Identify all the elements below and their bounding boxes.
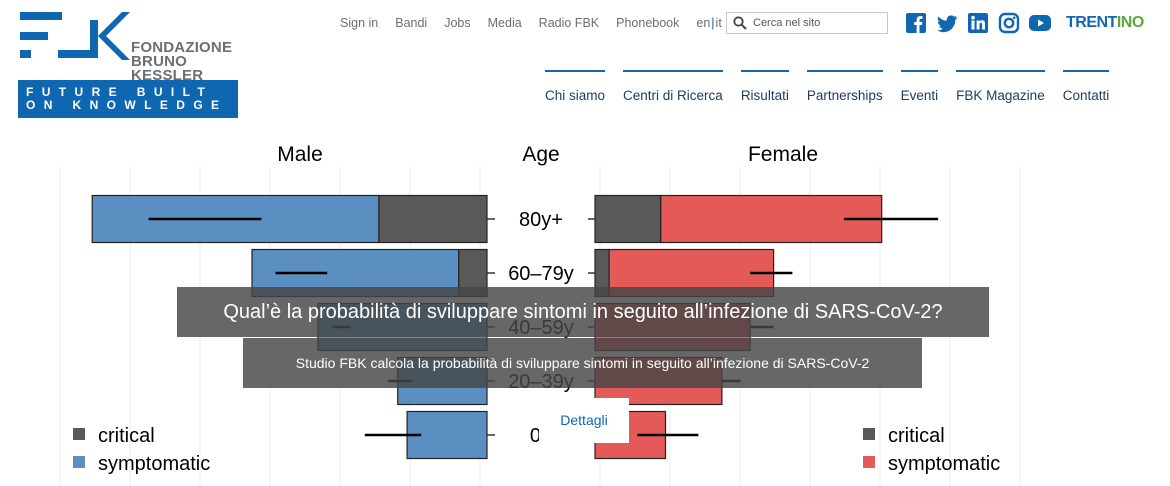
util-link-sign-in[interactable]: Sign in	[340, 16, 379, 30]
utility-nav: Sign in Bandi Jobs Media Radio FBK Phone…	[340, 14, 734, 32]
legend-female-symptomatic-swatch	[863, 456, 875, 468]
youtube-icon[interactable]	[1029, 12, 1051, 34]
lang-separator: |	[711, 16, 715, 30]
util-link-radio-fbk[interactable]: Radio FBK	[538, 16, 600, 30]
bar-male-critical	[378, 194, 488, 244]
util-link-bandi[interactable]: Bandi	[395, 16, 428, 30]
lang-it[interactable]: it	[715, 16, 722, 30]
search-icon[interactable]	[733, 16, 747, 30]
fbk-logo[interactable]: FONDAZIONE BRUNO KESSLER FUTURE BUILT ON…	[18, 12, 243, 122]
age-label: 80y+	[519, 209, 563, 231]
util-link-jobs[interactable]: Jobs	[444, 16, 471, 30]
search-input[interactable]	[753, 15, 883, 31]
social-links	[905, 12, 1060, 34]
nav-centri-di-ricerca[interactable]: Centri di Ricerca	[623, 70, 723, 103]
legend-male-critical-label: critical	[98, 425, 155, 447]
trentino-logo[interactable]: TRENTINO	[1066, 14, 1144, 32]
legend-male-critical-swatch	[73, 428, 85, 440]
nav-contatti[interactable]: Contatti	[1062, 70, 1110, 103]
trentino-logo-part-1: TRENT	[1066, 14, 1117, 31]
nav-fbk-magazine[interactable]: FBK Magazine	[956, 70, 1045, 103]
logo-wordmark: FONDAZIONE BRUNO KESSLER	[131, 39, 243, 84]
nav-partnerships[interactable]: Partnerships	[806, 70, 883, 103]
legend-female-critical-swatch	[863, 428, 875, 440]
util-link-media[interactable]: Media	[487, 16, 522, 30]
logo-line-1: FONDAZIONE	[131, 39, 233, 56]
facebook-icon[interactable]	[905, 12, 927, 34]
legend-male-symptomatic-swatch	[73, 456, 85, 468]
details-button[interactable]: Dettagli	[539, 398, 629, 443]
logo-tagline-2: ON KNOWLEDGE	[26, 98, 228, 112]
hero-subheadline: Studio FBK calcola la probabilità di svi…	[243, 338, 922, 388]
chart-title-age: Age	[522, 143, 559, 166]
util-link-phonebook[interactable]: Phonebook	[616, 16, 680, 30]
instagram-icon[interactable]	[998, 12, 1020, 34]
legend-female-critical-label: critical	[888, 425, 945, 447]
bar-female-critical	[594, 194, 662, 244]
age-label: 60–79y	[508, 263, 574, 285]
nav-risultati[interactable]: Risultati	[740, 70, 789, 103]
site-header: FONDAZIONE BRUNO KESSLER FUTURE BUILT ON…	[0, 0, 1170, 125]
nav-chi-siamo[interactable]: Chi siamo	[545, 70, 606, 103]
trentino-logo-part-2: INO	[1116, 14, 1144, 31]
chart-title-female: Female	[748, 143, 818, 166]
main-nav: Chi siamo Centri di Ricerca Risultati Pa…	[545, 70, 1110, 103]
lang-en[interactable]: en	[696, 16, 711, 30]
chart-title-male: Male	[277, 143, 323, 166]
language-switch: en|it	[696, 16, 721, 30]
logo-line-2: BRUNO KESSLER	[131, 53, 204, 84]
logo-tagline: FUTURE BUILT ON KNOWLEDGE	[18, 80, 238, 118]
search-box	[726, 12, 888, 34]
nav-eventi[interactable]: Eventi	[900, 70, 939, 103]
logo-tagline-1: FUTURE BUILT	[26, 85, 214, 99]
hero-headline: Qual’è la probabilità di sviluppare sint…	[177, 287, 989, 337]
linkedin-icon[interactable]	[967, 12, 989, 34]
fbk-logo-mark	[20, 12, 130, 60]
legend-female-symptomatic-label: symptomatic	[888, 453, 1000, 475]
legend-male-symptomatic-label: symptomatic	[98, 453, 210, 475]
twitter-icon[interactable]	[936, 12, 958, 34]
